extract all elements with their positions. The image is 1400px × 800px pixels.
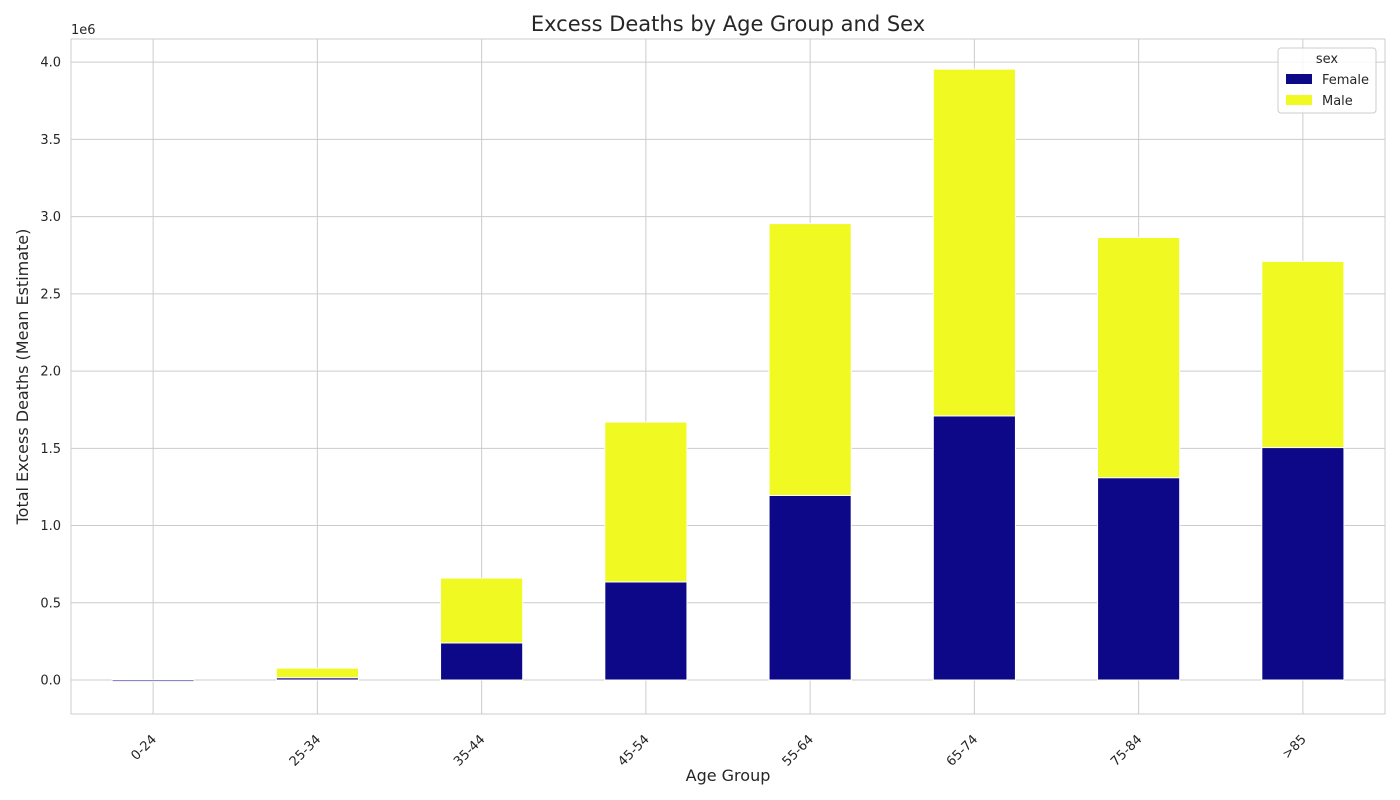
legend-label-female: Female <box>1322 73 1369 88</box>
chart-title: Excess Deaths by Age Group and Sex <box>531 12 925 36</box>
bar-male <box>1097 236 1181 479</box>
bar-female <box>932 415 1016 681</box>
legend-swatch-male <box>1286 95 1312 105</box>
bar-female <box>604 581 688 681</box>
bar-female <box>440 642 524 681</box>
bar-male <box>932 68 1016 417</box>
bar-female <box>1097 477 1181 681</box>
y-tick-label: 0.5 <box>40 596 61 611</box>
bar-male <box>768 223 852 496</box>
bar-male <box>1261 260 1345 449</box>
legend-label-male: Male <box>1322 94 1353 109</box>
x-tick-label: >85 <box>1280 732 1310 762</box>
legend-title: sex <box>1316 52 1339 67</box>
y-offset-label: 1e6 <box>71 23 96 38</box>
y-tick-label: 3.5 <box>40 133 61 148</box>
plot-frame <box>70 38 1386 715</box>
x-tick-label: 0-24 <box>128 732 159 763</box>
bar-male <box>275 667 359 679</box>
bar-male <box>440 577 524 644</box>
legend-swatch-female <box>1286 74 1312 84</box>
x-tick-label: 35-44 <box>451 732 488 769</box>
x-tick-label: 25-34 <box>287 732 324 769</box>
bar-female <box>768 494 852 681</box>
x-tick-labels: 0-24 25-34 35-44 45-54 55-64 65-74 75-84 >85 <box>128 732 1309 769</box>
y-tick-label: 4.0 <box>40 56 61 71</box>
y-tick-labels: 0.0 0.5 1.0 1.5 2.0 2.5 3.0 3.5 4.0 <box>40 56 61 689</box>
y-axis-label: Total Excess Deaths (Mean Estimate) <box>13 229 32 526</box>
y-tick-label: 1.0 <box>40 519 61 534</box>
x-tick-label: 55-64 <box>780 732 817 769</box>
bar-male <box>604 421 688 583</box>
x-tick-label: 65-74 <box>944 732 981 769</box>
y-tick-label: 1.5 <box>40 442 61 457</box>
x-axis-label: Age Group <box>686 766 771 785</box>
y-tick-label: 2.0 <box>40 365 61 380</box>
y-tick-label: 0.0 <box>40 674 61 689</box>
y-tick-label: 2.5 <box>40 287 61 302</box>
x-tick-label: 45-54 <box>615 732 652 769</box>
bars <box>111 68 1345 683</box>
x-tick-label: 75-84 <box>1108 732 1145 769</box>
legend: sex Female Male <box>1277 47 1377 114</box>
bar-female <box>1261 447 1345 681</box>
bar-female <box>111 679 195 683</box>
y-tick-label: 3.0 <box>40 210 61 225</box>
legend-items: Female Male <box>1286 73 1369 109</box>
grid-lines <box>71 39 1385 714</box>
